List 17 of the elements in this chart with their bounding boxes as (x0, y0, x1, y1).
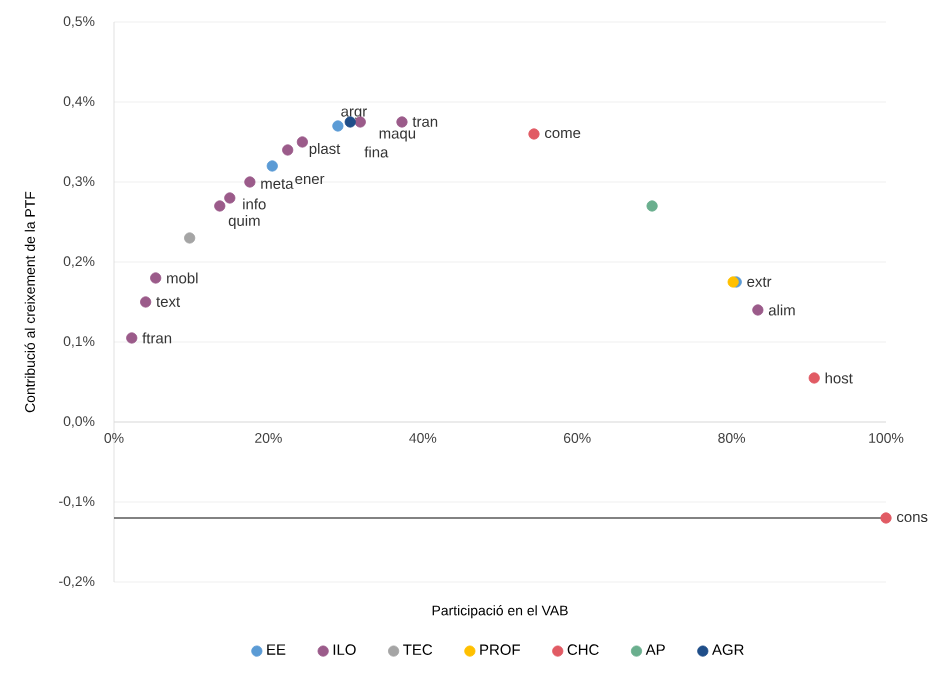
point (332, 120, 344, 132)
point (528, 128, 540, 140)
point (282, 144, 294, 156)
point (126, 332, 138, 344)
point (266, 160, 278, 172)
point (244, 176, 256, 188)
point (752, 304, 764, 316)
point (396, 116, 408, 128)
point (808, 372, 820, 384)
point (880, 512, 892, 524)
point (646, 200, 658, 212)
point (214, 200, 226, 212)
point (184, 232, 196, 244)
point (224, 192, 236, 204)
point (296, 136, 308, 148)
point (150, 272, 162, 284)
point (140, 296, 152, 308)
